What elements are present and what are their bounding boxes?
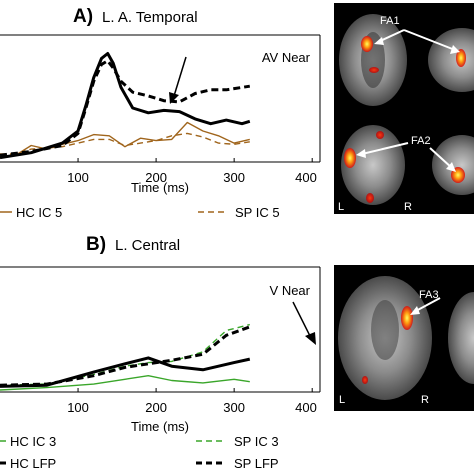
panel-a-arrowhead	[169, 92, 179, 104]
brain-label-fa1: FA1	[380, 15, 400, 27]
activation-minor-2	[376, 131, 384, 139]
brain-slice-b-ventricle	[371, 300, 399, 360]
fa1-arrow-right	[403, 29, 456, 51]
panel-b-legend: HC IC 3 SP IC 3 HC LFP SP LFP	[0, 434, 279, 471]
fa2-arrow-left	[361, 142, 409, 155]
x-tick-label: 100	[67, 170, 89, 185]
brain-b-label-right: R	[421, 394, 429, 406]
activation-fa3	[401, 306, 413, 330]
series-line-sp-lfp	[0, 325, 251, 387]
panel-b-plot: 100 200 300 400	[0, 266, 321, 415]
series-line-sp-lfp	[0, 59, 251, 157]
fa3-arrowhead	[410, 306, 420, 315]
legend-label-hc-ic3: HC IC 3	[10, 434, 56, 449]
brain-panel-a: FA1 FA2 L R	[334, 3, 474, 214]
series-line-hc-ic-3	[0, 375, 250, 391]
x-tick-label: 300	[223, 400, 245, 415]
x-tick-label: 200	[145, 170, 167, 185]
brain-a-label-right: R	[404, 201, 412, 213]
x-tick-label: 400	[295, 170, 317, 185]
activation-fa2	[344, 148, 356, 168]
brain-a-label-left: L	[338, 201, 344, 213]
panel-a-arrow	[173, 56, 187, 97]
activation-fa1-sagittal	[456, 49, 466, 67]
fa2-arrowhead-left	[356, 149, 366, 158]
panel-b-xlabel: Time (ms)	[131, 419, 189, 434]
x-tick-label: 200	[145, 400, 167, 415]
panel-a-ticks: 100 200 300 400	[67, 158, 317, 185]
brain-label-fa3: FA3	[419, 289, 439, 301]
legend-label-sp-lfp: SP LFP	[234, 456, 279, 471]
x-tick-label: 300	[223, 170, 245, 185]
panel-a-series	[0, 52, 251, 160]
panel-a-region: L. A. Temporal	[102, 9, 198, 26]
panel-b-arrow	[292, 301, 311, 337]
x-tick-label: 400	[295, 400, 317, 415]
legend-label-hc-lfp: HC LFP	[10, 456, 56, 471]
panel-b-arrowhead	[305, 332, 316, 345]
activation-minor-1	[369, 67, 379, 73]
panel-a-legend: HC IC 5 SP IC 5	[0, 205, 280, 220]
series-line-hc-lfp	[0, 356, 251, 388]
x-tick-label: 100	[67, 400, 89, 415]
panel-a-xlabel: Time (ms)	[131, 180, 189, 195]
activation-fa1	[361, 36, 373, 52]
panel-b-series	[0, 323, 251, 391]
panel-a-condition: AV Near	[262, 50, 311, 65]
panel-a-plot: 100 200 300 400	[0, 34, 321, 185]
brain-b-label-left: L	[339, 394, 345, 406]
legend-label-sp-ic3: SP IC 3	[234, 434, 279, 449]
fa1-arrowhead-left	[374, 37, 384, 45]
brain-panel-b: FA3 L R	[334, 265, 474, 411]
series-line-hc-lfp	[0, 52, 251, 160]
legend-label-hc-ic5: HC IC 5	[16, 205, 62, 220]
panel-b-condition: V Near	[270, 283, 311, 298]
panel-b-ticks: 100 200 300 400	[67, 388, 317, 415]
series-line-sp-ic-3	[0, 323, 250, 386]
brain-label-fa2: FA2	[411, 135, 431, 147]
brain-slice-axial-bottom	[341, 125, 405, 205]
fa2-arrowhead-right	[446, 162, 456, 172]
activation-minor-b	[362, 376, 368, 384]
panel-b-letter: B)	[86, 234, 106, 255]
fa2-arrow-right	[429, 147, 453, 169]
panel-a-letter: A)	[73, 6, 93, 27]
activation-minor-3	[366, 193, 374, 203]
panel-b-region: L. Central	[115, 237, 180, 254]
fa1-arrowhead-right	[450, 45, 460, 54]
brain-slice-sagittal-b	[448, 292, 474, 384]
legend-label-sp-ic5: SP IC 5	[235, 205, 280, 220]
